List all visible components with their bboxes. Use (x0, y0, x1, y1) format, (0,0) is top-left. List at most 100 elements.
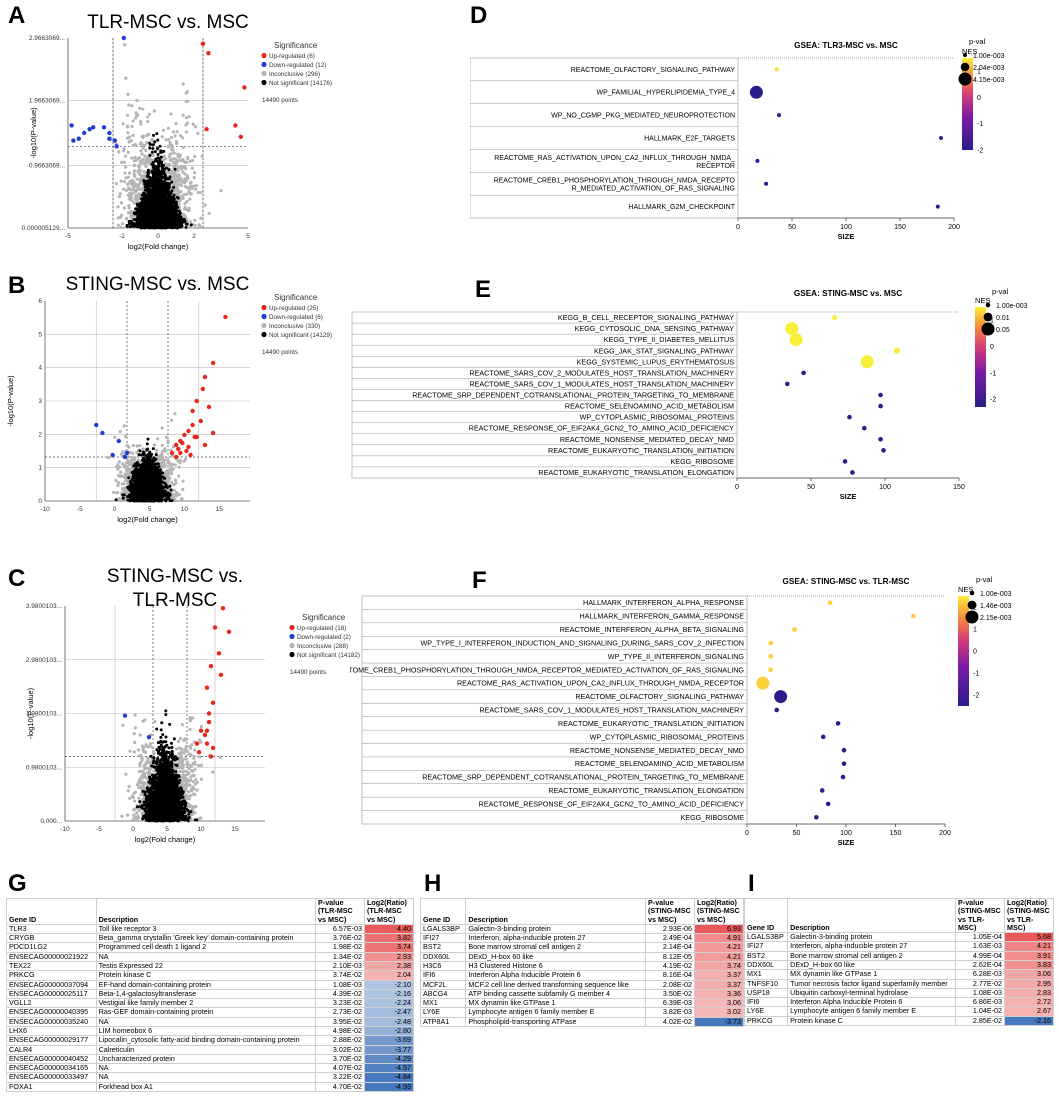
inconclusive-point (126, 92, 130, 96)
inconclusive-point (170, 182, 175, 186)
inconclusive-point (131, 451, 135, 455)
ns-point (150, 150, 154, 154)
inconclusive-point (185, 174, 189, 178)
legend-inconclusive-marker (261, 70, 267, 77)
inconclusive-point (135, 158, 139, 162)
inconclusive-point (181, 82, 185, 86)
ns-point (139, 210, 143, 214)
ns-point (156, 147, 160, 151)
inconclusive-point (174, 481, 178, 485)
inconclusive-point (135, 199, 140, 203)
ns-point (151, 163, 155, 167)
inconclusive-point (173, 463, 177, 467)
inconclusive-point (161, 455, 165, 459)
inconclusive-point (118, 429, 122, 434)
inconclusive-point (119, 201, 124, 205)
ns-point (143, 182, 147, 186)
ns-point (157, 176, 161, 180)
inconclusive-point (137, 168, 141, 172)
inconclusive-point (183, 457, 188, 462)
ns-point (163, 203, 167, 207)
inconclusive-point (170, 462, 174, 467)
inconclusive-point (161, 128, 165, 132)
x-tick-label: 0 (156, 233, 160, 240)
inconclusive-point (163, 458, 167, 462)
inconclusive-point (143, 161, 147, 166)
ns-point (167, 219, 171, 223)
ns-point (173, 210, 177, 214)
ns-point (152, 182, 156, 186)
y-axis-label: -log10(P-value) (29, 107, 38, 159)
ns-point (162, 196, 166, 200)
inconclusive-point (127, 103, 131, 107)
inconclusive-point (141, 135, 145, 140)
panel-letter-i: I (748, 870, 755, 897)
inconclusive-point (164, 138, 168, 142)
inconclusive-point (174, 121, 178, 126)
up-regulated-point (206, 51, 211, 56)
inconclusive-point (161, 158, 166, 162)
ns-point (127, 222, 131, 226)
ns-point (151, 224, 155, 228)
ns-point (169, 207, 173, 211)
inconclusive-point (120, 213, 124, 217)
y-tick-label: 3 (38, 398, 42, 405)
inconclusive-point (183, 201, 187, 206)
ns-point (167, 200, 171, 204)
ns-point (172, 207, 176, 211)
inconclusive-point (116, 467, 120, 471)
inconclusive-point (122, 482, 126, 486)
inconclusive-point (182, 180, 186, 184)
inconclusive-point (170, 157, 174, 162)
ns-point (167, 216, 171, 220)
inconclusive-point (181, 157, 185, 162)
inconclusive-point (187, 206, 191, 210)
ns-point (150, 221, 154, 225)
inconclusive-point (207, 211, 211, 216)
inconclusive-point (184, 192, 188, 196)
legend-down-label: Down-regulated (12) (269, 62, 326, 69)
ns-point (158, 200, 162, 204)
inconclusive-point (139, 120, 143, 124)
x-tick-label: -5 (77, 506, 83, 513)
inconclusive-point (171, 445, 175, 449)
ns-point (160, 212, 164, 216)
inconclusive-point (117, 195, 121, 199)
ns-point (132, 224, 136, 228)
ns-point (167, 211, 171, 215)
inconclusive-point (125, 113, 130, 117)
panel-letter-c: C (8, 565, 26, 592)
inconclusive-point (175, 130, 179, 134)
inconclusive-point (168, 163, 172, 167)
inconclusive-point (138, 187, 142, 192)
panel-letter-b: B (8, 272, 26, 299)
ns-point (142, 204, 146, 208)
inconclusive-point (129, 197, 133, 202)
inconclusive-point (132, 163, 136, 167)
inconclusive-point (155, 448, 159, 452)
inconclusive-point (116, 480, 121, 485)
inconclusive-point (131, 443, 135, 448)
inconclusive-point (180, 194, 184, 199)
ns-point (150, 204, 154, 208)
inconclusive-point (181, 170, 185, 174)
ns-point (164, 166, 168, 170)
down-regulated-point (107, 130, 112, 136)
inconclusive-point (160, 457, 164, 462)
ns-point (139, 203, 143, 207)
down-regulated-point (107, 136, 112, 141)
ns-point (162, 220, 166, 224)
ns-point (170, 198, 174, 202)
inconclusive-point (134, 111, 138, 115)
inconclusive-point (182, 207, 186, 211)
ns-point (142, 220, 146, 224)
ns-point (153, 150, 157, 154)
inconclusive-point (130, 181, 134, 186)
inconclusive-point (131, 461, 135, 465)
inconclusive-point (179, 134, 183, 138)
ns-point (151, 175, 155, 179)
x-tick-label: 2 (192, 233, 196, 240)
ns-point (157, 213, 161, 217)
inconclusive-point (141, 447, 145, 451)
inconclusive-point (199, 216, 203, 220)
